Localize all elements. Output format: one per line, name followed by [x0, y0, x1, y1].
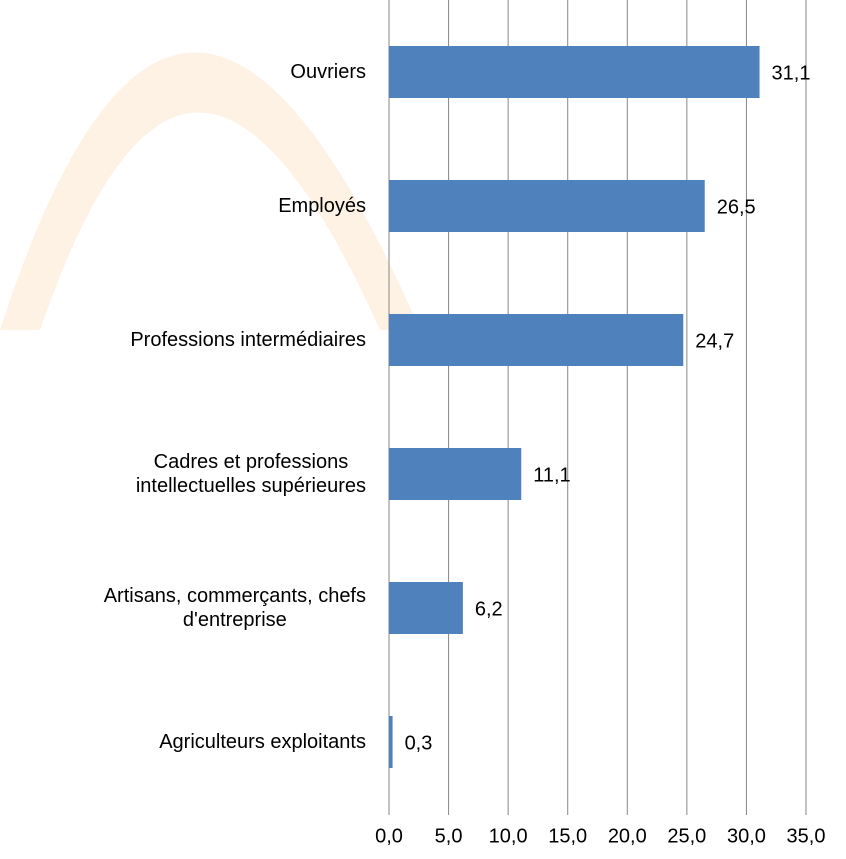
bar	[389, 448, 522, 500]
category-label: Professions intermédiaires	[130, 329, 366, 351]
category-label: Ouvriers	[290, 61, 366, 83]
value-label: 26,5	[717, 196, 756, 218]
category-label: Agriculteurs exploitants	[159, 731, 366, 753]
category-label: Cadres et professions intellectuelles su…	[135, 451, 366, 497]
category-label: Artisans, commerçants, chefs d'entrepris…	[103, 585, 366, 631]
bar	[389, 314, 684, 366]
x-tick-label: 30,0	[727, 825, 766, 847]
category-label: Employés	[278, 195, 366, 217]
x-tick-label: 5,0	[435, 825, 463, 847]
x-tick-label: 35,0	[787, 825, 826, 847]
bar	[389, 46, 760, 98]
value-label: 24,7	[695, 330, 734, 352]
value-label: 0,3	[405, 732, 433, 754]
bar	[389, 180, 705, 232]
x-tick-label: 10,0	[489, 825, 528, 847]
bar	[389, 716, 393, 768]
x-tick-label: 20,0	[608, 825, 647, 847]
x-tick-label: 15,0	[548, 825, 587, 847]
value-label: 31,1	[772, 62, 811, 84]
bar	[389, 582, 463, 634]
watermark	[0, 52, 420, 330]
value-label: 11,1	[533, 464, 570, 486]
x-tick-label: 0,0	[375, 825, 403, 847]
x-tick-label: 25,0	[667, 825, 706, 847]
value-label: 6,2	[475, 598, 503, 620]
